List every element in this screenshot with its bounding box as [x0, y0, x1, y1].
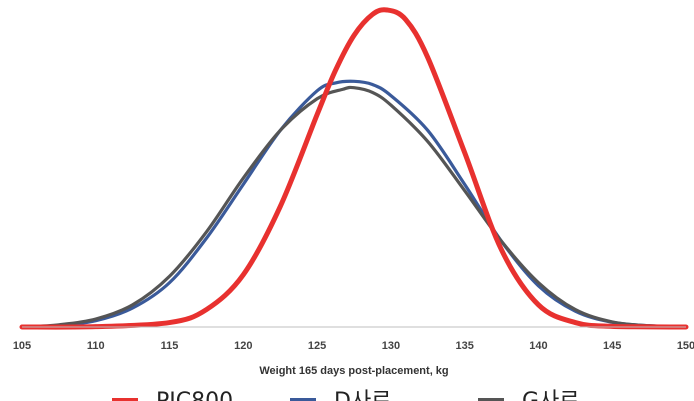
x-tick-label: 145	[603, 340, 621, 352]
series-layer	[19, 7, 689, 330]
x-tick-label: 135	[455, 340, 473, 352]
x-tick-labels: 105 110 115 120 125 130 135 140 145 150	[13, 340, 694, 352]
x-tick-label: 120	[234, 340, 252, 352]
x-tick-label: 130	[382, 340, 400, 352]
x-tick-label: 140	[529, 340, 547, 352]
x-tick-label: 125	[308, 340, 326, 352]
legend: PIC800 D사료 G사료	[112, 389, 580, 401]
series-line-2	[20, 79, 688, 329]
x-tick-label: 150	[677, 340, 694, 352]
legend-label-1: PIC800	[156, 389, 233, 401]
legend-label-2: D사료	[334, 389, 391, 401]
x-tick-label: 110	[87, 340, 105, 352]
series-line-3	[20, 85, 688, 329]
x-tick-label: 105	[13, 340, 31, 352]
x-tick-label: 115	[161, 340, 179, 352]
series-line-1	[19, 7, 689, 330]
x-axis-title: Weight 165 days post-placement, kg	[259, 365, 448, 377]
legend-label-3: G사료	[522, 389, 580, 401]
